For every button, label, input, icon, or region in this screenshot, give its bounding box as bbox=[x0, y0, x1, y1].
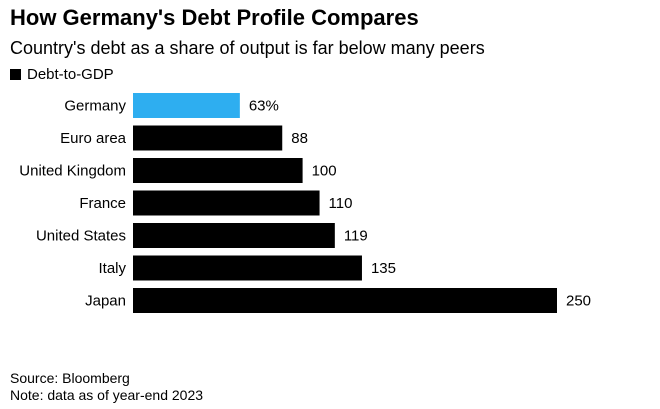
bar-united-states bbox=[133, 223, 335, 248]
bar-italy bbox=[133, 255, 362, 281]
value-label-france: 110 bbox=[329, 195, 353, 212]
value-label-germany: 63% bbox=[249, 98, 279, 115]
source-note: Source: Bloomberg bbox=[10, 370, 130, 386]
value-label-italy: 135 bbox=[371, 260, 396, 277]
value-label-united-states: 119 bbox=[344, 228, 368, 245]
value-label-japan: 250 bbox=[566, 293, 591, 310]
category-label-germany: Germany bbox=[64, 98, 126, 115]
value-label-euro-area: 88 bbox=[291, 130, 308, 147]
chart-subtitle: Country's debt as a share of output is f… bbox=[10, 38, 485, 58]
bar-france bbox=[133, 190, 320, 216]
legend: Debt-to-GDP bbox=[10, 66, 114, 83]
value-label-united-kingdom: 100 bbox=[312, 163, 337, 180]
data-note: Note: data as of year-end 2023 bbox=[10, 387, 204, 403]
category-label-united-states: United States bbox=[36, 228, 126, 245]
category-label-united-kingdom: United Kingdom bbox=[19, 163, 126, 180]
chart-title: How Germany's Debt Profile Compares bbox=[10, 5, 419, 30]
category-label-japan: Japan bbox=[85, 293, 126, 310]
legend-swatch bbox=[10, 69, 21, 80]
category-label-france: France bbox=[79, 195, 126, 212]
bar-japan bbox=[133, 288, 557, 313]
bar-euro-area bbox=[133, 125, 283, 151]
bar-germany bbox=[133, 93, 240, 118]
category-label-euro-area: Euro area bbox=[60, 130, 127, 147]
bar-united-kingdom bbox=[133, 158, 303, 183]
category-label-italy: Italy bbox=[98, 260, 126, 277]
legend-label: Debt-to-GDP bbox=[27, 66, 114, 83]
